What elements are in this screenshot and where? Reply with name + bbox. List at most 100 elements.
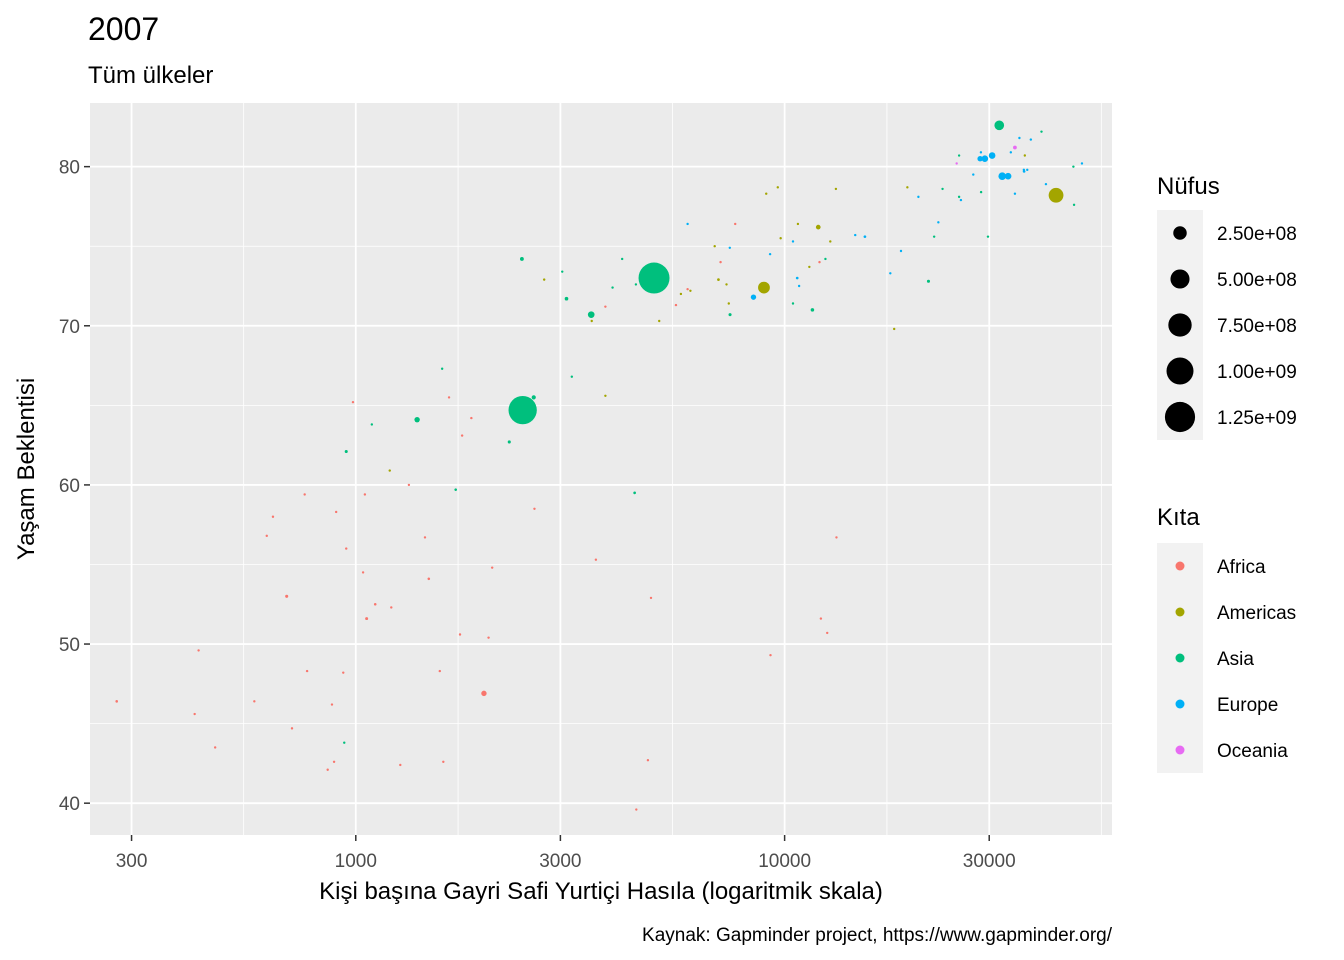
grid-lines — [90, 103, 1112, 835]
x-tick-label: 10000 — [758, 851, 811, 872]
data-point — [373, 602, 377, 606]
data-point — [1022, 168, 1026, 172]
data-point — [994, 120, 1005, 131]
size-legend-title: Nüfus — [1157, 173, 1220, 200]
plot-panel — [90, 103, 1112, 835]
data-point — [819, 617, 823, 620]
data-point — [1072, 165, 1075, 168]
data-point — [826, 631, 829, 635]
data-point — [427, 577, 431, 581]
data-point — [959, 198, 963, 202]
data-point — [889, 272, 892, 275]
data-point — [957, 154, 961, 157]
data-point — [972, 173, 975, 176]
data-point — [1072, 203, 1076, 207]
chart-caption: Kaynak: Gapminder project, https://www.g… — [642, 925, 1113, 946]
data-point — [305, 669, 309, 673]
color-legend: Africa Americas Asia Europe Oceania — [1157, 543, 1296, 773]
size-legend-label: 1.25e+09 — [1217, 408, 1297, 429]
data-point — [986, 235, 990, 238]
chart-subtitle: Tüm ülkeler — [88, 62, 213, 89]
data-point — [818, 260, 821, 264]
data-point — [977, 155, 983, 162]
data-point — [674, 303, 678, 307]
data-point — [937, 221, 940, 224]
data-point — [1040, 130, 1043, 133]
data-point — [587, 311, 595, 318]
data-point — [470, 416, 473, 420]
data-point — [1023, 154, 1027, 157]
color-legend-label: Oceania — [1217, 741, 1288, 762]
data-point — [590, 319, 593, 323]
data-point — [564, 296, 569, 301]
data-point — [447, 396, 451, 399]
data-point — [414, 416, 420, 423]
data-point — [197, 649, 200, 652]
y-axis-ticks: 40 50 60 70 80 — [59, 158, 90, 815]
data-point — [265, 534, 268, 538]
data-point — [795, 276, 799, 280]
data-point — [533, 507, 536, 510]
data-point — [1004, 172, 1012, 180]
color-legend-label: Asia — [1217, 649, 1254, 670]
data-point — [604, 394, 607, 397]
data-point — [791, 240, 795, 243]
data-point — [957, 195, 961, 199]
data-point — [713, 245, 716, 248]
data-point — [734, 222, 737, 226]
data-point — [719, 260, 722, 264]
color-legend-label: Americas — [1217, 603, 1296, 624]
color-legend-label: Africa — [1217, 557, 1266, 578]
data-point — [440, 367, 444, 370]
data-point — [438, 669, 441, 673]
data-point — [658, 319, 661, 323]
data-point — [213, 746, 217, 749]
data-point — [399, 763, 402, 767]
data-point — [979, 151, 983, 154]
data-point — [892, 327, 896, 331]
size-legend-label: 2.50e+08 — [1217, 224, 1297, 245]
x-axis-title: Kişi başına Gayri Safi Yurtiçi Hasıla (l… — [319, 878, 883, 905]
data-point — [1018, 136, 1021, 140]
data-point — [507, 440, 511, 444]
data-point — [779, 237, 782, 240]
size-legend-key — [1166, 357, 1194, 385]
data-point — [481, 690, 487, 697]
size-legend-key — [1173, 226, 1187, 240]
data-point — [1026, 168, 1029, 172]
data-point — [342, 671, 345, 674]
data-point — [344, 449, 348, 454]
data-point — [370, 423, 374, 426]
data-point — [458, 633, 462, 636]
data-point — [285, 594, 289, 598]
data-point — [442, 760, 445, 763]
data-point — [728, 313, 732, 317]
data-point — [594, 558, 598, 561]
data-point — [686, 222, 689, 226]
data-point — [423, 536, 427, 539]
y-tick-label: 50 — [59, 635, 80, 656]
size-legend-label: 1.00e+09 — [1217, 362, 1297, 383]
data-point — [351, 400, 355, 404]
data-point — [407, 483, 411, 487]
data-point — [542, 278, 546, 281]
data-point — [854, 233, 857, 237]
data-point — [611, 286, 614, 289]
data-point — [824, 257, 827, 261]
data-point — [768, 252, 772, 256]
color-legend-key — [1175, 745, 1185, 755]
data-point — [998, 172, 1007, 181]
data-point — [926, 279, 931, 283]
chart-title: 2007 — [88, 11, 159, 47]
data-point — [863, 235, 867, 239]
data-point — [988, 152, 996, 159]
data-point — [1048, 187, 1064, 203]
data-point — [454, 488, 457, 491]
data-point — [981, 155, 989, 163]
data-point — [646, 759, 650, 762]
color-legend-key — [1175, 699, 1185, 709]
data-point — [917, 195, 920, 199]
data-point — [570, 375, 574, 378]
x-axis-ticks: 300 1000 3000 10000 30000 — [116, 835, 1016, 872]
data-point — [689, 289, 692, 292]
